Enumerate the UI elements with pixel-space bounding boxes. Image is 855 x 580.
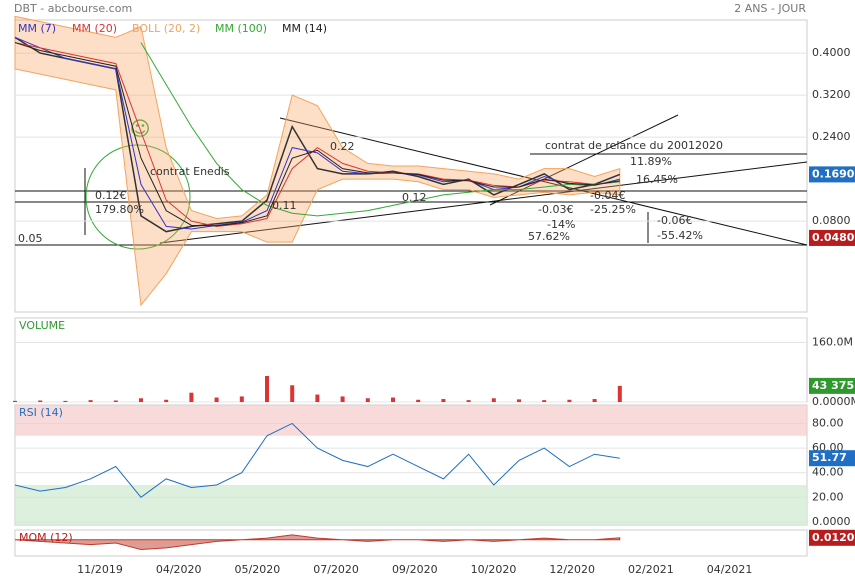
- ma-line: [140, 42, 620, 217]
- annotation: 11.89%: [630, 155, 672, 168]
- y-tick-label: 0.0000: [812, 515, 851, 528]
- panel-title: MOM (12): [19, 531, 73, 544]
- y-tick-label: 160.0M: [812, 336, 853, 349]
- annotation: -55.42%: [657, 229, 703, 242]
- volume-bar: [265, 375, 269, 402]
- legend-entry: MM (100): [215, 22, 267, 35]
- volume-bar: [466, 400, 471, 402]
- legend-entry: MM (14): [282, 22, 327, 35]
- momentum-area: [14, 534, 621, 551]
- trend-line: [279, 117, 808, 246]
- trend-line: [159, 161, 808, 244]
- support-box: [809, 229, 855, 246]
- last-value-label: 43 375K: [812, 379, 855, 392]
- x-tick-label: 02/2021: [628, 563, 674, 576]
- last-value-box: [809, 529, 855, 546]
- annotation: -14%: [547, 218, 575, 231]
- oversold-zone: [15, 485, 807, 525]
- annotation: -25.25%: [590, 203, 636, 216]
- x-tick-label: 04/2021: [707, 563, 753, 576]
- volume-bar: [441, 399, 446, 402]
- bollinger-band: [14, 15, 621, 307]
- volume-bar: [290, 385, 295, 402]
- legend-entry: MM (20): [72, 22, 117, 35]
- ma-line: [14, 42, 620, 227]
- volume-bar: [164, 399, 169, 402]
- y-tick-label: 0.0800: [812, 214, 851, 227]
- legend-entry: BOLL (20, 2): [132, 22, 200, 35]
- x-tick-label: 10/2020: [471, 563, 517, 576]
- volume-bar: [567, 399, 572, 402]
- volume-bar: [542, 400, 547, 402]
- volume-bar: [391, 397, 395, 402]
- annotation: 0.22: [330, 140, 355, 153]
- last-value-box: [809, 166, 855, 183]
- x-tick-label: 09/2020: [392, 563, 438, 576]
- annotation: 0.12€: [95, 189, 127, 202]
- x-tick-label: 12/2020: [549, 563, 595, 576]
- panel-title: VOLUME: [19, 319, 65, 332]
- annotation: 0.05: [18, 232, 43, 245]
- annotation: contrat de relance du 20012020: [545, 139, 723, 152]
- annotation: 0.12: [402, 191, 427, 204]
- volume-bar: [88, 400, 93, 402]
- volume-bar: [239, 396, 244, 402]
- volume-bar: [340, 396, 345, 402]
- panel-title: RSI (14): [19, 406, 63, 419]
- last-value-label: 0.0120: [812, 531, 855, 544]
- trend-line: [489, 114, 679, 206]
- x-tick-label: 07/2020: [313, 563, 359, 576]
- annotation: 0.11: [272, 199, 297, 212]
- y-tick-label: 0.2400: [812, 130, 851, 143]
- volume-panel: [14, 317, 808, 403]
- volume-bar: [491, 398, 496, 402]
- annotation: contrat Enedis: [150, 165, 230, 178]
- annotation: -0.03€: [538, 203, 573, 216]
- volume-bar: [214, 397, 219, 402]
- overbought-zone: [15, 405, 807, 436]
- annotation: 179.80%: [95, 203, 144, 216]
- volume-bar: [63, 400, 68, 402]
- mom-panel: [14, 529, 808, 557]
- volume-bar: [315, 394, 320, 402]
- volume-bar: [365, 398, 370, 402]
- volume-bar: [592, 399, 597, 402]
- price-panel: [14, 19, 808, 313]
- header-left: DBT - abcbourse.com: [14, 2, 132, 15]
- y-tick-label: 0.0000M: [812, 395, 855, 408]
- last-value-box: [809, 450, 855, 467]
- volume-bar: [113, 400, 118, 402]
- annotation: -0.04€: [590, 189, 625, 202]
- y-tick-label: 40.00: [812, 466, 844, 479]
- last-value-box: [809, 377, 855, 394]
- volume-bar: [189, 392, 194, 402]
- y-tick-label: 0.4000: [812, 46, 851, 59]
- annotation: 57.62%: [528, 230, 570, 243]
- volume-bar: [38, 400, 43, 402]
- volume-bar: [416, 399, 421, 402]
- y-tick-label: 20.00: [812, 490, 844, 503]
- last-value-label: 0.1690: [812, 167, 855, 180]
- legend-entry: MM (7): [18, 22, 56, 35]
- y-tick-label: 80.00: [812, 416, 844, 429]
- highlight-circle: [85, 144, 191, 250]
- x-tick-label: 05/2020: [235, 563, 281, 576]
- volume-bar: [13, 400, 17, 402]
- annotation: 16.45%: [636, 173, 678, 186]
- last-value-label: 51.77: [812, 451, 847, 464]
- x-tick-label: 11/2019: [77, 563, 123, 576]
- volume-bar: [617, 385, 622, 402]
- annotation: -0.06€: [657, 214, 692, 227]
- volume-bar: [517, 399, 521, 402]
- rsi-line: [14, 422, 620, 498]
- volume-bar: [139, 398, 143, 402]
- y-tick-label: 0.3200: [812, 88, 851, 101]
- support-label: 0.0480: [812, 231, 855, 244]
- x-tick-label: 04/2020: [156, 563, 202, 576]
- header-right: 2 ANS - JOUR: [734, 2, 806, 15]
